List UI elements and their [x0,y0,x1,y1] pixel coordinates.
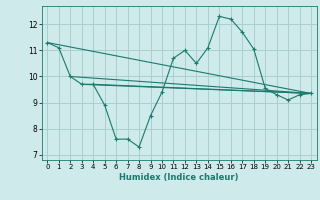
X-axis label: Humidex (Indice chaleur): Humidex (Indice chaleur) [119,173,239,182]
